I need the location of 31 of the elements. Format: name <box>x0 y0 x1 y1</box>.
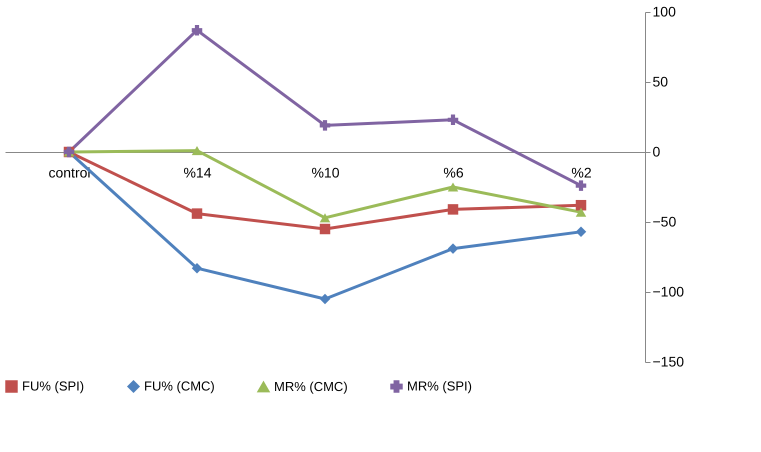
point <box>576 180 586 191</box>
point <box>192 208 202 219</box>
x-tick-label: %14 <box>183 164 212 180</box>
y-tick-label: −150 <box>652 354 684 370</box>
legend-label: MR% (SPI) <box>407 378 472 394</box>
point <box>192 262 202 274</box>
y-tick-label: 0 <box>652 144 660 160</box>
y-tick-label: 100 <box>652 4 676 20</box>
y-tick-label: −50 <box>652 214 676 230</box>
x-tick-label: %2 <box>571 164 592 180</box>
point <box>576 226 586 238</box>
x-tick-label: %6 <box>443 164 464 180</box>
point <box>320 294 330 304</box>
point <box>448 204 458 215</box>
point <box>448 182 458 192</box>
point <box>448 243 458 254</box>
legend-label: FU% (SPI) <box>22 378 84 394</box>
legend-label: FU% (CMC) <box>144 378 215 394</box>
y-tick-label: −100 <box>652 284 684 300</box>
point <box>192 146 202 156</box>
point <box>576 208 586 217</box>
point <box>576 200 586 210</box>
y-tick-label: 50 <box>652 74 668 90</box>
point <box>448 114 458 126</box>
x-tick-label: %10 <box>311 164 340 180</box>
x-tick-label: control <box>48 164 91 180</box>
point <box>320 213 330 222</box>
legend-label: MR% (CMC) <box>274 378 348 394</box>
point <box>320 120 330 131</box>
point <box>320 224 330 234</box>
point <box>192 24 202 36</box>
